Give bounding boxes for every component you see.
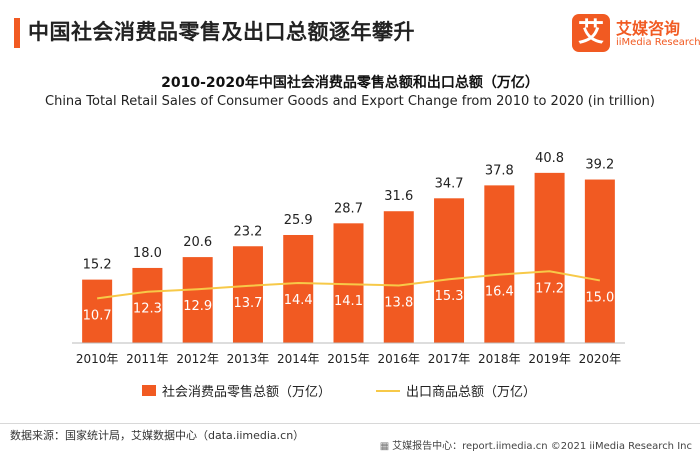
retail-value-label: 28.7	[334, 201, 363, 216]
retail-bar	[383, 211, 414, 343]
retail-bar	[534, 172, 565, 343]
export-value-label: 13.7	[233, 296, 262, 311]
export-value-label: 16.4	[485, 285, 514, 300]
legend-label-retail: 社会消费品零售总额（万亿）	[162, 385, 332, 400]
x-tick-label: 2014年	[277, 352, 320, 366]
logo-name: 艾媒咨询	[616, 19, 681, 38]
x-tick-label: 2019年	[528, 352, 571, 366]
export-value-label: 15.0	[585, 290, 614, 305]
x-tick-label: 2012年	[176, 352, 219, 366]
export-series-line	[97, 270, 601, 300]
export-value-label: 14.4	[284, 293, 313, 308]
export-value-label: 14.1	[334, 294, 363, 309]
x-tick-label: 2016年	[377, 352, 420, 366]
retail-value-label: 18.0	[133, 246, 162, 261]
x-tick-label: 2010年	[76, 352, 119, 366]
legend-line-swatch	[376, 389, 400, 392]
legend-label-export: 出口商品总额（万亿）	[406, 385, 537, 400]
retail-value-label: 25.9	[284, 213, 313, 228]
retail-value-label: 23.2	[233, 224, 262, 239]
chart-icon: ▦	[379, 441, 390, 452]
x-tick-label: 2013年	[227, 352, 270, 366]
legend-item-export: 出口商品总额（万亿）	[376, 381, 536, 400]
export-value-label: 13.8	[384, 295, 413, 310]
x-tick-label: 2011年	[126, 352, 169, 366]
chart-title: 2010-2020年中国社会消费品零售总额和出口总额（万亿）	[161, 75, 539, 91]
title-accent-bar	[14, 18, 20, 48]
footer-source: 数据来源：国家统计局，艾媒数据中心（data.iimedia.cn）	[10, 429, 305, 442]
retail-bar	[182, 257, 213, 343]
retail-value-label: 20.6	[183, 235, 212, 250]
export-value-label: 12.3	[133, 302, 162, 317]
retail-value-label: 15.2	[83, 258, 112, 273]
export-value-label: 15.3	[435, 289, 464, 304]
retail-bar	[283, 234, 314, 343]
logo-mark-icon: 艾	[572, 14, 610, 52]
retail-value-label: 34.7	[435, 176, 464, 191]
legend-bar-swatch	[142, 385, 156, 396]
page-title: 中国社会消费品零售及出口总额逐年攀升	[28, 20, 415, 44]
retail-bar	[132, 267, 163, 343]
retail-bar	[82, 279, 113, 343]
x-tick-label: 2015年	[327, 352, 370, 366]
retail-value-label: 40.8	[535, 151, 564, 166]
export-value-label: 12.9	[183, 299, 212, 314]
logo-english: iiMedia Research	[616, 37, 700, 48]
retail-value-label: 39.2	[585, 158, 614, 173]
legend-item-retail: 社会消费品零售总额（万亿）	[142, 381, 331, 400]
retail-value-label: 31.6	[384, 189, 413, 204]
retail-bar	[584, 179, 615, 343]
x-tick-label: 2018年	[478, 352, 521, 366]
retail-bar	[434, 198, 465, 343]
export-value-label: 17.2	[535, 281, 564, 296]
retail-bar	[232, 246, 263, 343]
brand-logo: 艾 艾媒咨询 iiMedia Research	[572, 14, 700, 54]
x-tick-label: 2020年	[579, 352, 622, 366]
chart-subtitle: China Total Retail Sales of Consumer Goo…	[45, 94, 655, 109]
footer-copyright: ▦ 艾媒报告中心：report.iimedia.cn ©2021 iiMedia …	[380, 437, 692, 452]
retail-value-label: 37.8	[485, 163, 514, 178]
x-tick-label: 2017年	[428, 352, 471, 366]
export-value-label: 10.7	[83, 308, 112, 323]
footer-divider	[0, 423, 700, 424]
retail-bar	[484, 185, 515, 343]
footer-right-text: 艾媒报告中心：report.iimedia.cn ©2021 iiMedia R…	[392, 441, 692, 452]
